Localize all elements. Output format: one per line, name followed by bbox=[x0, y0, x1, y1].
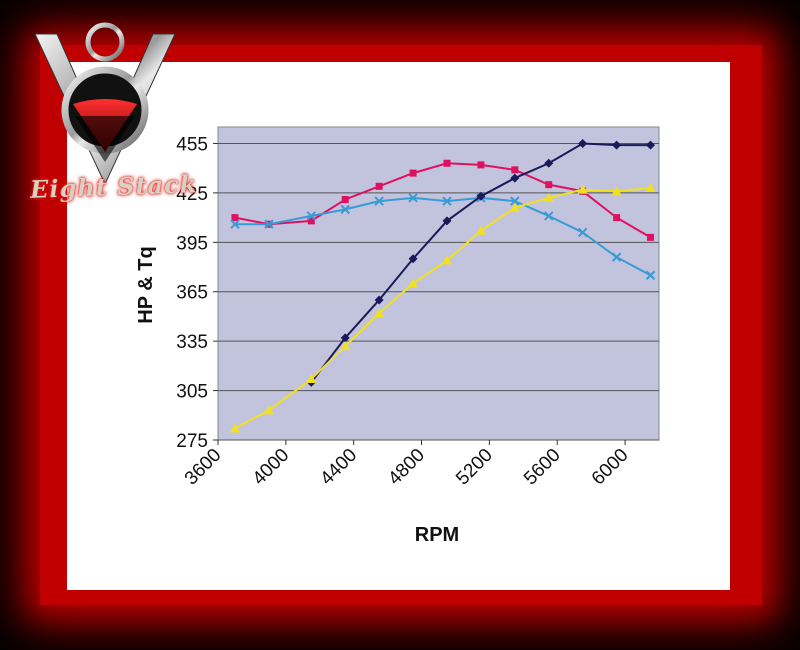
data-point bbox=[645, 270, 656, 280]
data-point bbox=[307, 217, 315, 225]
data-point bbox=[578, 138, 588, 148]
data-point bbox=[374, 295, 384, 305]
data-point bbox=[306, 211, 316, 221]
data-point bbox=[340, 333, 350, 343]
x-axis-label: RPM bbox=[415, 524, 459, 546]
y-tick-label: 365 bbox=[176, 283, 208, 304]
data-point bbox=[374, 196, 384, 206]
data-point bbox=[441, 255, 452, 265]
data-point bbox=[476, 191, 486, 201]
data-point bbox=[577, 184, 588, 194]
data-point bbox=[375, 182, 383, 190]
data-point bbox=[231, 214, 239, 222]
data-point bbox=[509, 202, 520, 212]
series-4 bbox=[229, 182, 656, 433]
data-point bbox=[442, 196, 452, 206]
logo-text: Eight Stack bbox=[29, 169, 198, 204]
y-tick-label: 455 bbox=[176, 134, 208, 155]
x-tick-label: 5200 bbox=[452, 445, 497, 490]
y-tick-label: 275 bbox=[176, 431, 208, 452]
x-tick-labels: 3600 4000 4400 4800 5200 5600 6000 bbox=[181, 445, 633, 490]
data-point bbox=[442, 216, 452, 226]
data-point bbox=[230, 219, 240, 229]
data-point bbox=[340, 204, 350, 215]
x-tick-label: 4800 bbox=[384, 445, 429, 490]
y-tick-label: 335 bbox=[176, 332, 208, 353]
data-point bbox=[408, 278, 419, 288]
x-tick-label: 5600 bbox=[520, 445, 565, 490]
y-tick-label: 425 bbox=[176, 184, 208, 205]
data-point bbox=[511, 166, 519, 174]
data-point bbox=[264, 219, 274, 229]
data-point bbox=[475, 225, 486, 235]
data-point bbox=[612, 140, 622, 150]
data-point bbox=[409, 169, 417, 177]
data-point bbox=[611, 186, 622, 196]
series-group bbox=[229, 138, 656, 433]
data-point bbox=[340, 341, 351, 351]
data-point bbox=[477, 161, 485, 169]
data-point bbox=[443, 159, 451, 167]
data-point bbox=[341, 195, 349, 203]
data-point bbox=[229, 423, 240, 433]
y-tick-label: 305 bbox=[176, 382, 208, 403]
data-point bbox=[408, 193, 418, 203]
v8-emblem-icon bbox=[25, 12, 185, 207]
series-2 bbox=[230, 193, 656, 280]
y-tick-labels: 275 305 335 365 395 425 455 bbox=[176, 134, 208, 452]
data-point bbox=[510, 196, 520, 206]
data-point bbox=[647, 233, 655, 241]
data-point bbox=[545, 181, 553, 189]
data-point bbox=[510, 173, 520, 183]
data-point bbox=[613, 214, 621, 222]
data-point bbox=[543, 192, 554, 202]
data-point bbox=[408, 254, 418, 264]
plot-area bbox=[217, 126, 660, 441]
data-point bbox=[611, 252, 622, 262]
x-tick-label: 4400 bbox=[316, 445, 361, 490]
data-point bbox=[646, 140, 656, 150]
data-point bbox=[577, 227, 588, 238]
y-axis-label: HP & Tq bbox=[135, 246, 157, 323]
x-tick-label: 4000 bbox=[249, 445, 294, 490]
y-tick-label: 395 bbox=[176, 233, 208, 254]
data-point bbox=[374, 308, 385, 318]
data-point bbox=[306, 374, 317, 384]
x-tick-label: 6000 bbox=[588, 445, 633, 490]
data-point bbox=[544, 158, 554, 168]
data-point bbox=[645, 182, 656, 192]
data-point bbox=[263, 405, 274, 415]
data-point bbox=[544, 211, 554, 221]
